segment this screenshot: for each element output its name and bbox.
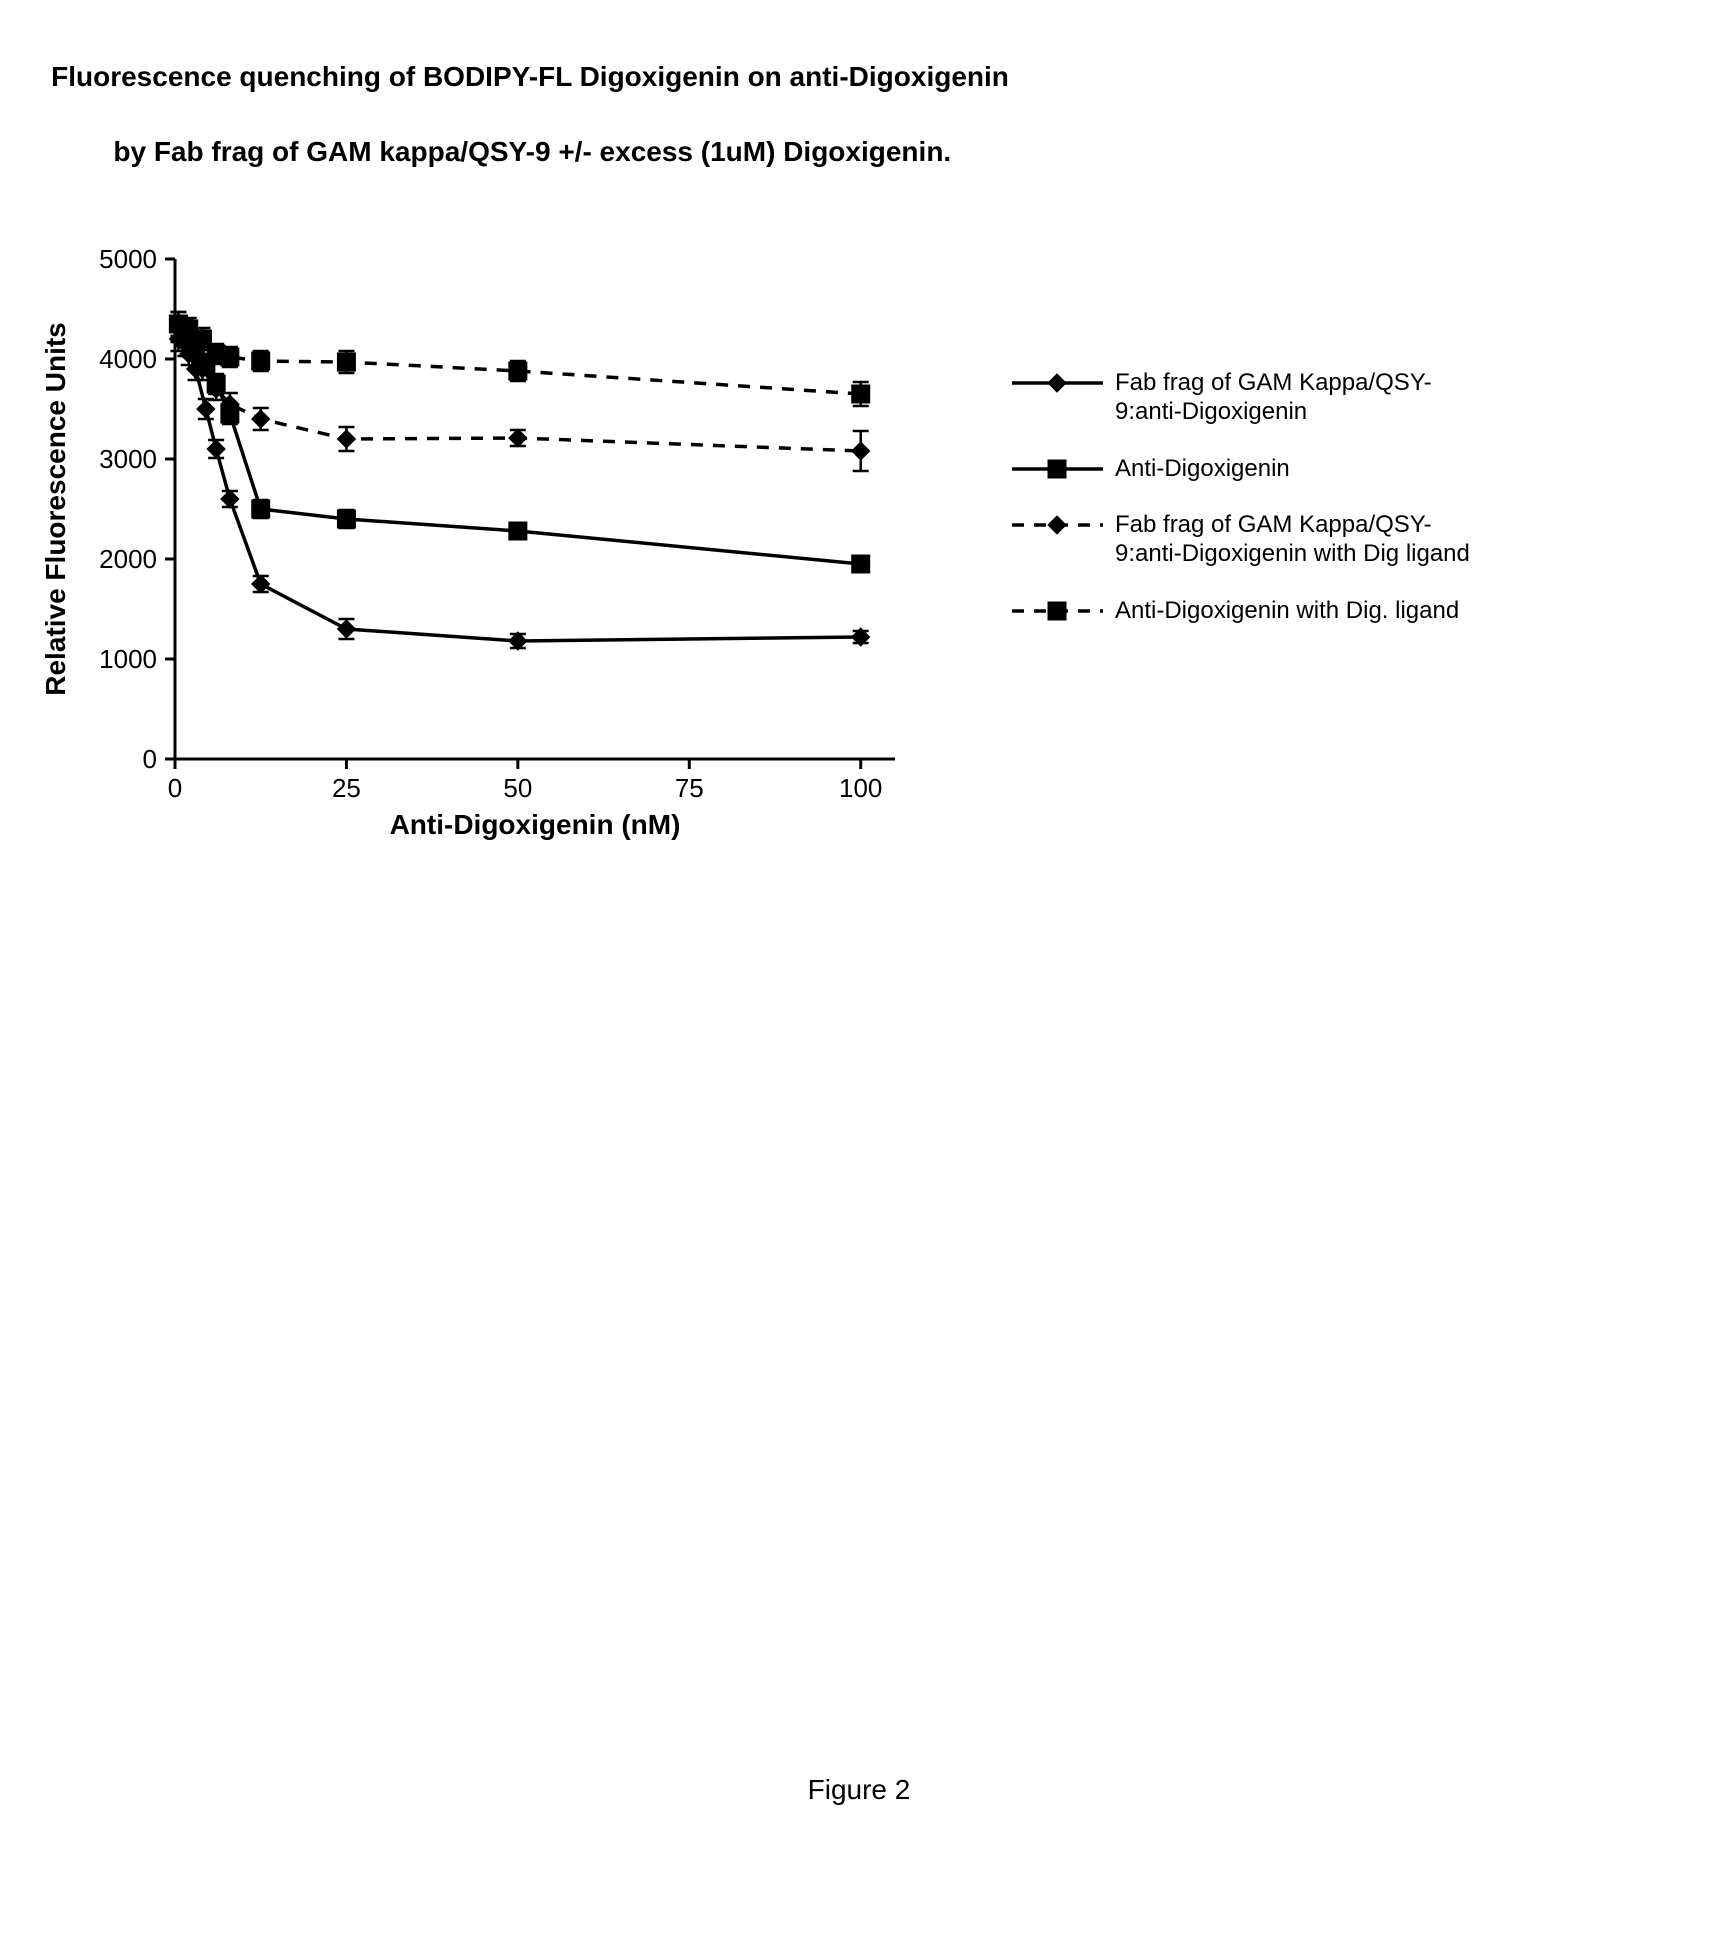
legend-label: Anti-Digoxigenin (1115, 455, 1290, 484)
chart-container: 0 1000 2000 3000 4000 5000 0 25 50 75 100 Anti-Digo… (20, 229, 980, 874)
x-tick-label: 25 (332, 773, 361, 803)
chart-title: Fluorescence quenching of BODIPY-FL Digo… (20, 20, 1698, 209)
figure-caption: Figure 2 (20, 1774, 1698, 1806)
chart-row: 0 1000 2000 3000 4000 5000 0 25 50 75 100 Anti-Digo… (20, 229, 1698, 874)
diamond-marker (207, 440, 225, 458)
x-axis-label: Anti-Digoxigenin (nM) (390, 809, 681, 840)
y-tick-label: 3000 (99, 444, 157, 474)
y-tick-label: 0 (143, 744, 157, 774)
diamond-marker (852, 442, 870, 460)
diamond-marker (221, 490, 239, 508)
x-tick-label: 100 (839, 773, 882, 803)
legend-label: Fab frag of GAM Kappa/QSY-9:anti-Digoxig… (1115, 369, 1475, 427)
square-marker (337, 510, 355, 528)
diamond-marker (337, 620, 355, 638)
legend-swatch (1010, 597, 1105, 625)
diamond-marker (252, 410, 270, 428)
chart-legend: Fab frag of GAM Kappa/QSY-9:anti-Digoxig… (1010, 369, 1475, 654)
fluorescence-chart: 0 1000 2000 3000 4000 5000 0 25 50 75 100 Anti-Digo… (20, 229, 980, 869)
square-marker (509, 362, 527, 380)
y-axis-label: Relative Fluorescence Units (40, 322, 71, 695)
legend-item: Anti-Digoxigenin with Dig. ligand (1010, 597, 1475, 626)
square-marker (1048, 460, 1066, 478)
square-marker (252, 500, 270, 518)
diamond-marker (1048, 374, 1066, 392)
legend-label: Anti-Digoxigenin with Dig. ligand (1115, 597, 1459, 626)
diamond-marker (337, 430, 355, 448)
diamond-marker (1048, 516, 1066, 534)
x-tick-label: 50 (503, 773, 532, 803)
square-marker (252, 352, 270, 370)
y-tick-label: 1000 (99, 644, 157, 674)
diamond-marker (509, 429, 527, 447)
series-s3 (169, 327, 869, 471)
legend-item: Fab frag of GAM Kappa/QSY-9:anti-Digoxig… (1010, 511, 1475, 569)
chart-title-line2: by Fab frag of GAM kappa/QSY-9 +/- exces… (51, 136, 951, 167)
legend-swatch (1010, 455, 1105, 483)
square-marker (221, 348, 239, 366)
diamond-marker (252, 575, 270, 593)
series-line (178, 324, 860, 394)
x-tick-label: 0 (168, 773, 182, 803)
series-s4 (169, 312, 869, 406)
y-tick-label: 2000 (99, 544, 157, 574)
legend-swatch (1010, 369, 1105, 397)
square-marker (337, 353, 355, 371)
y-tick-label: 5000 (99, 244, 157, 274)
legend-label: Fab frag of GAM Kappa/QSY-9:anti-Digoxig… (1115, 511, 1475, 569)
square-marker (852, 555, 870, 573)
legend-item: Fab frag of GAM Kappa/QSY-9:anti-Digoxig… (1010, 369, 1475, 427)
square-marker (509, 522, 527, 540)
legend-item: Anti-Digoxigenin (1010, 455, 1475, 484)
legend-swatch (1010, 511, 1105, 539)
y-tick-label: 4000 (99, 344, 157, 374)
diamond-marker (197, 400, 215, 418)
chart-title-line1: Fluorescence quenching of BODIPY-FL Digo… (51, 61, 1009, 92)
x-tick-label: 75 (675, 773, 704, 803)
square-marker (1048, 602, 1066, 620)
square-marker (852, 385, 870, 403)
